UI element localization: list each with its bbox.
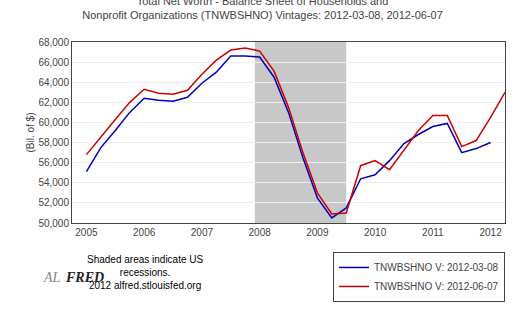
svg-text:2008: 2008 xyxy=(249,227,272,238)
svg-text:68,000: 68,000 xyxy=(38,37,69,48)
svg-text:56,000: 56,000 xyxy=(38,157,69,168)
svg-text:64,000: 64,000 xyxy=(38,77,69,88)
svg-text:52,000: 52,000 xyxy=(38,197,69,208)
svg-text:(Bil. of $): (Bil. of $) xyxy=(25,112,36,152)
svg-text:2007: 2007 xyxy=(191,227,214,238)
svg-text:2009: 2009 xyxy=(306,227,329,238)
svg-text:60,000: 60,000 xyxy=(38,117,69,128)
svg-text:Total Net Worth - Balance Shee: Total Net Worth - Balance Sheet of House… xyxy=(82,0,443,21)
svg-text:2006: 2006 xyxy=(133,227,156,238)
svg-text:54,000: 54,000 xyxy=(38,177,69,188)
svg-text:2012: 2012 xyxy=(479,227,502,238)
svg-text:AL: AL xyxy=(43,270,61,285)
svg-text:TNWBSHNO V: 2012-03-08: TNWBSHNO V: 2012-03-08 xyxy=(374,262,499,273)
svg-text:2011: 2011 xyxy=(422,227,444,238)
svg-text:66,000: 66,000 xyxy=(38,57,69,68)
svg-text:2010: 2010 xyxy=(364,227,387,238)
svg-text:58,000: 58,000 xyxy=(38,137,69,148)
svg-text:TNWBSHNO V: 2012-06-07: TNWBSHNO V: 2012-06-07 xyxy=(374,281,499,292)
svg-text:50,000: 50,000 xyxy=(38,218,69,229)
svg-text:2005: 2005 xyxy=(75,227,98,238)
svg-text:62,000: 62,000 xyxy=(38,97,69,108)
svg-text:FRED: FRED xyxy=(65,270,104,285)
svg-text:Shaded areas indicate USrecess: Shaded areas indicate USrecessions.2012 … xyxy=(87,254,204,291)
